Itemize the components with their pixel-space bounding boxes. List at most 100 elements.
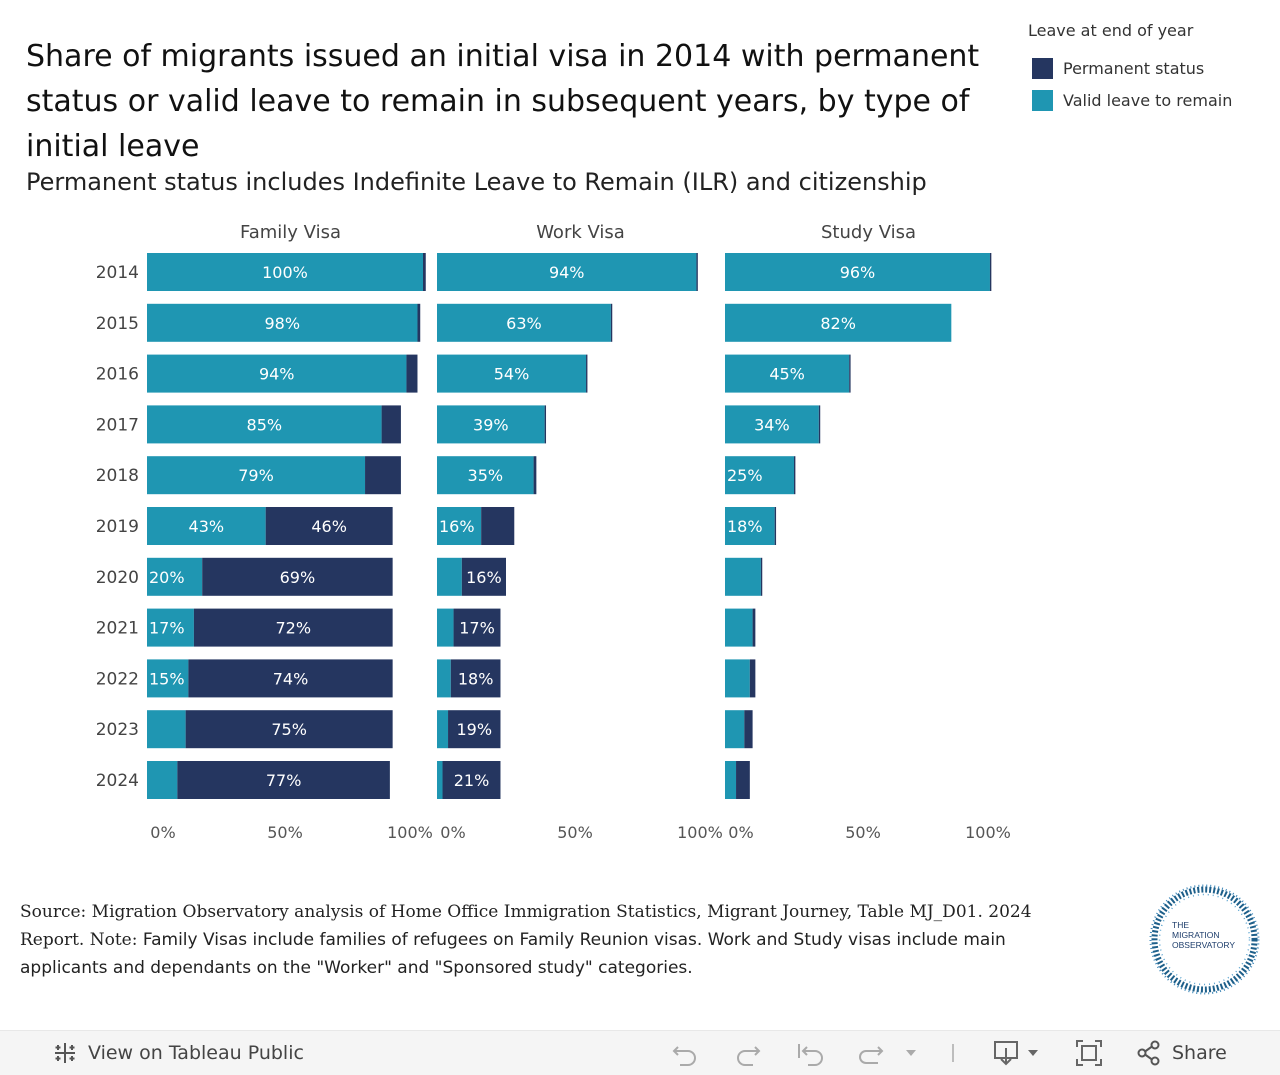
year-label-2019: 2019	[96, 517, 139, 537]
year-label-2024: 2024	[96, 771, 139, 791]
bar-work-visa-valid-2020	[437, 557, 462, 596]
x-tick-family-visa-0: 0%	[150, 823, 175, 842]
undo-button[interactable]	[670, 1031, 700, 1075]
bar-family-visa-permanent-2023	[185, 710, 393, 749]
data-label-work-visa-valid-2015: 63%	[506, 314, 542, 333]
bar-work-visa-valid-2024	[437, 761, 443, 799]
view-on-tableau-button[interactable]: View on Tableau Public	[52, 1031, 304, 1075]
bar-work-visa-valid-2022	[437, 659, 451, 698]
bar-study-visa-valid-2022	[725, 659, 750, 698]
source-prefix: Source: Migration Observatory analysis o…	[20, 902, 1032, 950]
year-label-2022: 2022	[96, 669, 139, 689]
legend-item-permanent[interactable]: Permanent status	[1028, 52, 1232, 84]
x-tick-study-visa-2: 100%	[965, 823, 1011, 842]
data-label-study-visa-valid-2015: 82%	[820, 314, 856, 333]
legend-label-valid: Valid leave to remain	[1063, 90, 1233, 110]
bar-family-visa-valid-2017	[147, 405, 382, 444]
bar-work-visa-permanent-2016	[586, 354, 588, 393]
data-label-work-visa-permanent-2022: 18%	[458, 669, 494, 688]
data-label-work-visa-valid-2016: 54%	[494, 365, 530, 384]
share-button[interactable]: Share	[1136, 1031, 1227, 1075]
refresh-icon	[859, 1046, 916, 1064]
bar-work-visa-permanent-2024	[442, 761, 501, 799]
legend-swatch-permanent	[1032, 57, 1053, 79]
legend-title: Leave at end of year	[1028, 21, 1194, 40]
redo-icon	[737, 1046, 761, 1066]
toolbar-divider	[950, 1031, 956, 1075]
bar-study-visa-permanent-2018	[794, 456, 796, 495]
data-label-family-visa-permanent-2024: 77%	[266, 771, 302, 790]
bar-work-visa-valid-2019	[437, 507, 482, 545]
data-label-family-visa-valid-2022: 15%	[149, 669, 185, 688]
bar-work-visa-valid-2014	[437, 253, 697, 291]
data-label-study-visa-valid-2019: 18%	[727, 517, 763, 536]
data-label-family-visa-valid-2018: 79%	[238, 466, 274, 485]
year-label-2017: 2017	[96, 415, 139, 435]
migration-observatory-logo[interactable]: THE MIGRATION OBSERVATORY	[1147, 882, 1262, 997]
bar-study-visa-permanent-2014	[989, 253, 992, 291]
bar-study-visa-valid-2015	[725, 303, 952, 342]
bar-family-visa-valid-2024	[147, 761, 178, 799]
bar-family-visa-permanent-2017	[381, 405, 401, 444]
data-label-work-visa-permanent-2021: 17%	[459, 619, 495, 638]
bar-work-visa-permanent-2017	[544, 405, 547, 444]
fullscreen-button[interactable]	[1074, 1031, 1104, 1075]
bar-family-visa-permanent-2018	[365, 456, 401, 495]
bar-family-visa-valid-2016	[147, 354, 407, 393]
bar-work-visa-permanent-2021	[453, 608, 501, 647]
bar-family-visa-valid-2019	[147, 507, 266, 545]
legend-item-valid[interactable]: Valid leave to remain	[1028, 84, 1232, 116]
data-label-family-visa-permanent-2021: 72%	[275, 619, 311, 638]
source-note: Source: Migration Observatory analysis o…	[20, 898, 1085, 982]
bar-family-visa-valid-2020	[147, 557, 203, 596]
fullscreen-icon	[1076, 1040, 1102, 1066]
logo-text-migration: MIGRATION	[1172, 930, 1220, 940]
data-label-study-visa-valid-2016: 45%	[769, 365, 805, 384]
year-label-2014: 2014	[96, 263, 139, 283]
revert-icon	[798, 1044, 823, 1066]
bar-family-visa-valid-2022	[147, 659, 189, 698]
redo-button[interactable]	[733, 1031, 763, 1075]
year-label-2023: 2023	[96, 720, 139, 740]
bar-work-visa-permanent-2023	[448, 710, 501, 749]
data-label-family-visa-permanent-2022: 74%	[273, 669, 309, 688]
bar-study-visa-valid-2024	[725, 761, 737, 799]
x-tick-work-visa-2: 100%	[677, 823, 723, 842]
bar-family-visa-valid-2023	[147, 710, 186, 749]
bar-study-visa-valid-2021	[725, 608, 753, 647]
bar-study-visa-permanent-2016	[849, 354, 851, 393]
data-label-family-visa-valid-2021: 17%	[149, 619, 185, 638]
share-label: Share	[1172, 1042, 1227, 1064]
year-label-2016: 2016	[96, 365, 139, 385]
bar-family-visa-permanent-2024	[177, 761, 390, 799]
bar-family-visa-permanent-2016	[406, 354, 418, 393]
revert-button[interactable]	[796, 1031, 826, 1075]
data-label-study-visa-valid-2014: 96%	[840, 263, 876, 282]
data-label-family-visa-valid-2017: 85%	[247, 415, 283, 434]
tableau-icon	[55, 1043, 75, 1063]
data-label-work-visa-valid-2014: 94%	[549, 263, 585, 282]
bar-work-visa-permanent-2022	[450, 659, 501, 698]
download-button[interactable]	[992, 1031, 1044, 1075]
data-label-study-visa-valid-2017: 34%	[754, 415, 790, 434]
legend: Leave at end of year Permanent status Va…	[1028, 20, 1232, 116]
bar-study-visa-valid-2018	[725, 456, 794, 495]
legend-label-permanent: Permanent status	[1063, 58, 1205, 78]
year-label-2020: 2020	[96, 568, 139, 588]
bar-family-visa-valid-2021	[147, 608, 194, 647]
bar-study-visa-permanent-2019	[774, 507, 777, 545]
data-label-work-visa-valid-2018: 35%	[468, 466, 504, 485]
data-label-family-visa-permanent-2020: 69%	[280, 568, 316, 587]
download-icon	[994, 1041, 1038, 1066]
year-label-2018: 2018	[96, 466, 139, 486]
bar-study-visa-permanent-2017	[818, 405, 821, 444]
tableau-toolbar: View on Tableau Public	[0, 1030, 1280, 1075]
chart-subtitle: Permanent status includes Indefinite Lea…	[26, 168, 927, 196]
bar-study-visa-permanent-2022	[749, 659, 756, 698]
x-tick-study-visa-1: 50%	[845, 823, 881, 842]
bar-study-visa-permanent-2021	[752, 608, 756, 647]
refresh-button[interactable]	[856, 1031, 920, 1075]
bar-work-visa-valid-2021	[437, 608, 454, 647]
bar-study-visa-valid-2019	[725, 507, 775, 545]
bar-work-visa-permanent-2020	[461, 557, 506, 596]
